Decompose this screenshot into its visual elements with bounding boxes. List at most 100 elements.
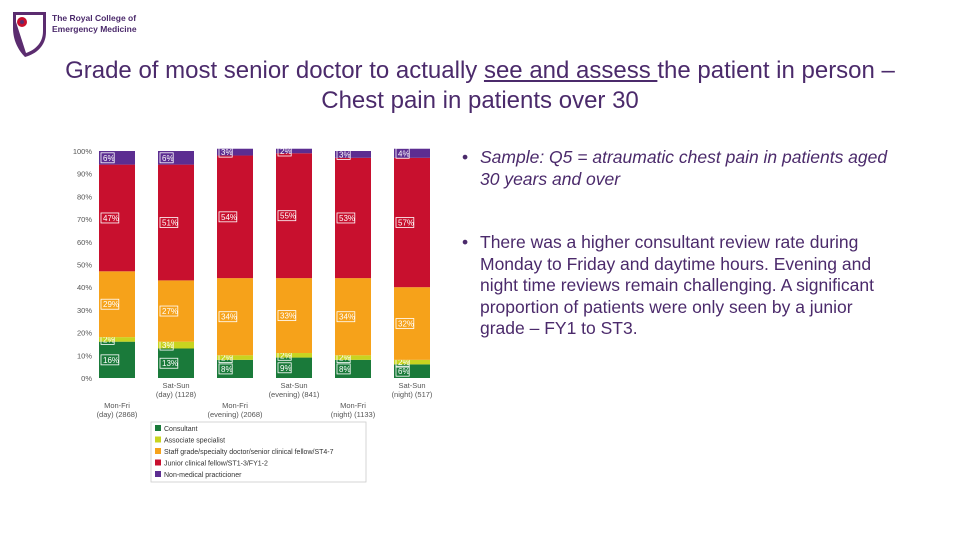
legend-box [150, 421, 367, 483]
bar-segment [394, 148, 430, 158]
data-label-box [336, 212, 356, 224]
x-tick-label: Mon-Fri [104, 401, 130, 410]
data-label-box [277, 362, 292, 374]
data-label: 3% [221, 148, 233, 157]
data-label-box [159, 152, 174, 164]
title-part-1: Grade of most senior doctor to actually [65, 57, 484, 84]
data-label: 2% [280, 147, 292, 156]
data-label-box [159, 357, 179, 369]
bullet-item-sample: • Sample: Q5 = atraumatic chest pain in … [462, 147, 892, 190]
data-label-box [159, 305, 179, 317]
y-tick-label: 30% [77, 306, 92, 315]
data-label: 2% [398, 358, 410, 367]
data-label: 2% [103, 335, 115, 344]
data-label-box [395, 147, 410, 159]
x-tick-label: Sat-Sun [280, 381, 307, 390]
logo-wordmark: The Royal College of Emergency Medicine [52, 13, 152, 35]
data-label: 6% [162, 154, 174, 163]
y-tick-label: 100% [73, 147, 93, 156]
data-label: 27% [162, 307, 178, 316]
y-tick-label: 70% [77, 215, 92, 224]
bar-segment [394, 364, 430, 378]
data-label-box [395, 217, 415, 228]
logo-line-1: The Royal College of [52, 13, 137, 23]
x-tick-label: (night) (517) [392, 390, 433, 399]
data-label-box [218, 311, 238, 323]
bar-segment [335, 278, 371, 356]
y-tick-label: 80% [77, 192, 92, 201]
y-tick-label: 10% [77, 351, 92, 360]
data-label-box [395, 365, 410, 377]
bar-segment [335, 157, 371, 279]
x-tick-label: (day) (1128) [156, 390, 197, 399]
bar-segment [99, 341, 135, 378]
bullet-text-findings: There was a higher consultant review rat… [480, 232, 874, 338]
x-tick-label: Sat-Sun [162, 381, 189, 390]
bar-segment [276, 278, 312, 354]
legend-label: Consultant [164, 426, 198, 433]
x-tick-label: (evening) (841) [269, 390, 320, 399]
data-label-box [277, 310, 297, 321]
data-label-box [218, 363, 233, 375]
data-label: 54% [221, 213, 237, 222]
bar-segment [217, 148, 253, 156]
stacked-bar-chart: 0% 10% 20% 30% 40% 50% 60% 70% 80% 90% 100% 16% 2% 29… [66, 142, 446, 487]
y-tick-label: 60% [77, 238, 92, 247]
data-label: 47% [103, 214, 119, 223]
data-label-box [218, 211, 238, 223]
bar-segment [158, 151, 194, 165]
bar-segment [217, 278, 253, 356]
y-tick-label: 50% [77, 261, 92, 270]
data-label-box [336, 149, 351, 160]
data-label-box [277, 145, 292, 157]
data-label: 6% [398, 367, 410, 376]
x-tick-label: Mon-Fri [340, 401, 366, 410]
bar-segment [394, 359, 430, 365]
data-label-box [277, 210, 297, 222]
data-label: 16% [103, 356, 119, 365]
bar-segment [394, 157, 430, 288]
data-label-box [100, 354, 120, 366]
legend-swatch [155, 459, 161, 466]
bar-segment [158, 164, 194, 281]
bar-segment [158, 280, 194, 342]
legend-swatch [155, 448, 161, 454]
x-tick-label: Sat-Sun [398, 381, 425, 390]
x-tick-label: Mon-Fri [222, 401, 248, 410]
data-label-box [395, 318, 415, 329]
bar-segment [276, 148, 312, 154]
data-label: 57% [398, 219, 414, 228]
legend-label: Non-medical practicioner [164, 472, 242, 479]
data-label: 9% [280, 364, 292, 373]
x-tick-label: (day) (2868) [97, 410, 138, 419]
data-label-box [100, 152, 115, 164]
data-label: 55% [280, 212, 296, 221]
data-label-box [218, 146, 233, 158]
bar-segment [158, 341, 194, 349]
data-label: 4% [398, 149, 410, 158]
data-label-box [336, 311, 356, 323]
y-tick-label: 90% [77, 170, 92, 179]
data-label-box [100, 212, 120, 224]
y-tick-label: 40% [77, 283, 92, 292]
rcem-shield-icon [13, 12, 46, 57]
title-part-2: the patient in person – Chest pain in pa… [321, 57, 895, 114]
data-label: 13% [162, 359, 178, 368]
legend-label: Staff grade/specialty doctor/senior clin… [164, 449, 334, 456]
data-label: 53% [339, 214, 355, 223]
data-label: 32% [398, 320, 414, 329]
bar-segment [99, 337, 135, 342]
legend-swatch [155, 436, 161, 443]
bar-segment [335, 151, 371, 158]
x-tick-label: (evening) (2068) [207, 410, 263, 419]
bullet-list: • Sample: Q5 = atraumatic chest pain in … [462, 147, 892, 340]
data-label: 2% [221, 354, 233, 363]
data-label: 8% [339, 365, 351, 374]
bar-segment [99, 164, 135, 272]
bar-segment [394, 287, 430, 360]
data-label: 2% [339, 354, 351, 363]
bar-segment [217, 359, 253, 378]
data-label: 51% [162, 219, 178, 228]
bar-segment [217, 155, 253, 279]
data-label: 33% [280, 312, 296, 321]
